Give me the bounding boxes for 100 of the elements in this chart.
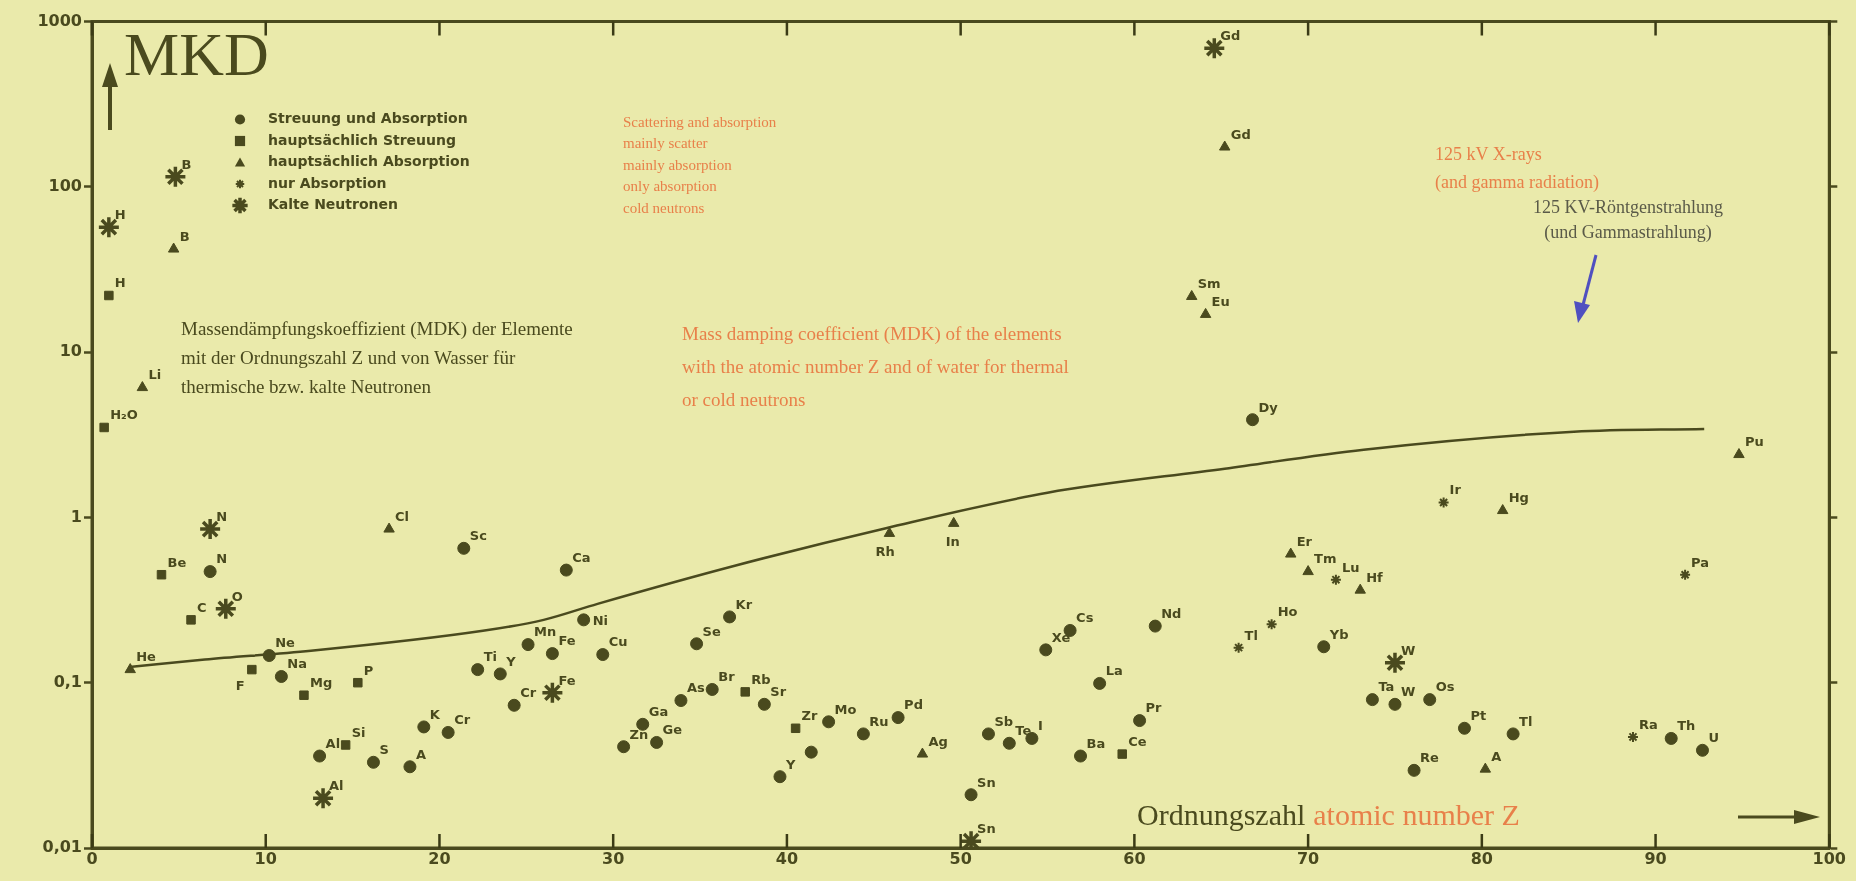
x-tick-label: 0 <box>86 848 98 868</box>
annotation: Hf <box>1366 570 1384 586</box>
annotation: Be <box>167 554 187 570</box>
annotation: Rb <box>751 671 771 687</box>
annotation: Ho <box>1277 604 1298 620</box>
annotation: Tl <box>1519 713 1533 729</box>
annotation: Ti <box>483 649 498 665</box>
annotation: Scattering and absorption <box>623 113 777 130</box>
annotation: Sn <box>977 774 996 790</box>
annotation: Fe <box>558 633 576 649</box>
annotation: 125 KV-Röntgenstrahlung (und Gammastrahlung) <box>1533 196 1723 243</box>
annotation: Er <box>1296 533 1313 549</box>
legend-label: hauptsächlich Absorption <box>268 153 470 170</box>
x-tick-label: 10 <box>254 848 277 868</box>
annotation: Zr <box>801 708 819 724</box>
annotation: N <box>216 551 228 567</box>
annotation: C <box>197 599 207 615</box>
annotation: Zn <box>629 726 649 742</box>
annotation: A <box>1491 749 1502 765</box>
annotation: Massendämpfungskoeffizient (MDK) der Elemente mit der Ordnungszahl Z und von Wasser für thermische bzw. kalte Neutronen <box>181 317 573 397</box>
annotation: Th <box>1677 718 1696 734</box>
annotation: Yb <box>1328 626 1349 642</box>
annotation: Na <box>287 656 308 672</box>
annotation: Tl <box>1244 627 1258 643</box>
annotation: Cr <box>454 712 471 728</box>
x-tick-label: 70 <box>1296 848 1320 868</box>
annotation: W <box>1400 642 1416 658</box>
x-tick-label: 40 <box>775 848 799 868</box>
y-tick-label: 100 <box>48 175 82 195</box>
annotation: Re <box>1420 750 1440 766</box>
annotation: Te <box>1015 723 1032 739</box>
annotation: Si <box>351 724 366 740</box>
annotation: Pa <box>1691 554 1710 570</box>
annotation: Br <box>718 669 736 685</box>
annotation: As <box>686 680 706 696</box>
annotation: Tm <box>1314 551 1337 567</box>
annotation: mainly scatter <box>623 135 708 152</box>
x-tick-label: 60 <box>1123 848 1146 868</box>
annotation: Pr <box>1145 700 1163 716</box>
y-axis-title: MKD <box>124 19 269 88</box>
annotation: Fe <box>558 672 576 688</box>
annotation: Gd <box>1230 126 1251 142</box>
annotation: Rh <box>875 544 895 560</box>
annotation: Ta <box>1378 679 1395 695</box>
annotation: Ir <box>1449 482 1462 498</box>
annotation: H <box>114 275 126 291</box>
legend-label: hauptsächlich Streuung <box>268 131 456 148</box>
annotation: 125 kV X-rays (and gamma radiation) <box>1435 143 1599 193</box>
legend-label: nur Absorption <box>268 174 387 191</box>
annotation: Cs <box>1076 610 1094 626</box>
annotation: N <box>216 508 228 524</box>
annotation: Al <box>329 778 344 794</box>
annotation: Al <box>325 735 341 751</box>
annotation: Mass damping coefficient (MDK) of the elements with the atomic number Z and of water for thermal or cold neutrons <box>682 322 1069 410</box>
annotation: Hg <box>1508 490 1529 506</box>
annotation: S <box>379 742 389 758</box>
annotation: Sn <box>977 821 996 837</box>
annotation: Kr <box>735 596 753 612</box>
annotation: Ba <box>1086 735 1106 751</box>
annotation: Li <box>148 367 162 383</box>
annotation: Pt <box>1470 708 1487 724</box>
y-tick-label: 1 <box>70 506 82 526</box>
annotation: K <box>429 706 441 722</box>
annotation: Se <box>702 623 721 639</box>
annotation: Ne <box>275 635 296 651</box>
x-tick-label: 100 <box>1812 848 1846 868</box>
annotation: Os <box>1435 679 1455 695</box>
annotation: Ga <box>648 704 669 720</box>
annotation: Pu <box>1744 434 1764 450</box>
annotation: Cl <box>395 508 410 524</box>
annotation: cold neutrons <box>623 199 705 216</box>
annotation: B <box>179 228 190 244</box>
annotation: Mn <box>534 624 557 640</box>
x-tick-label: 50 <box>949 848 972 868</box>
y-tick-label: 0,1 <box>53 671 82 691</box>
annotation: W <box>1400 684 1416 700</box>
annotation: Ca <box>572 549 591 565</box>
x-tick-label: 20 <box>428 848 451 868</box>
annotation: Sm <box>1197 276 1221 292</box>
x-tick-label: 80 <box>1470 848 1493 868</box>
annotation: Nd <box>1161 605 1182 621</box>
annotation: Sc <box>469 528 487 544</box>
y-tick-label: 0,01 <box>42 837 82 857</box>
annotation: Ce <box>1128 733 1147 749</box>
annotation: Cu <box>608 634 628 650</box>
x-tick-label: 90 <box>1644 848 1667 868</box>
legend-label: Kalte Neutronen <box>268 196 398 213</box>
annotation: Ag <box>928 733 948 749</box>
annotation: Lu <box>1341 559 1360 575</box>
annotation: Ni <box>592 612 608 628</box>
annotation: Gd <box>1220 28 1241 44</box>
annotation: Ra <box>1638 716 1658 732</box>
annotation: mainly absorption <box>623 156 733 173</box>
annotation: B <box>181 156 192 172</box>
annotation: Mo <box>834 701 857 717</box>
legend-label: Streuung und Absorption <box>268 110 468 127</box>
annotation: atomic number Z <box>1313 797 1520 831</box>
annotation: O <box>231 588 243 604</box>
annotation: A <box>415 746 426 762</box>
annotation: only absorption <box>623 178 718 195</box>
